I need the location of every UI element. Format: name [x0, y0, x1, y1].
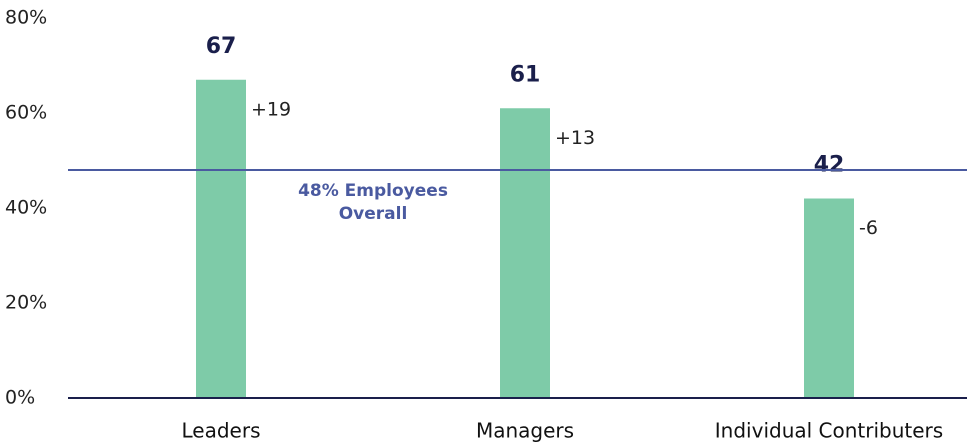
x-tick-label: Individual Contributers [715, 419, 943, 443]
y-tick-label: 0% [5, 387, 35, 409]
annotation: +19 [251, 98, 291, 120]
bar [804, 198, 854, 398]
y-tick-label: 80% [5, 7, 47, 29]
y-tick-label: 40% [5, 197, 47, 219]
annotation: +13 [555, 127, 595, 149]
y-tick-label: 60% [5, 102, 47, 124]
bar [196, 79, 246, 398]
bar [500, 108, 550, 398]
reference-label: 48% Employees [298, 181, 448, 201]
value-label: 42 [814, 153, 845, 178]
value-label: 67 [206, 34, 237, 59]
x-tick-label: Managers [476, 419, 574, 443]
x-tick-label: Leaders [182, 419, 261, 443]
annotation: -6 [859, 217, 878, 239]
value-label: 61 [510, 62, 541, 87]
reference-label: Overall [339, 204, 408, 224]
y-tick-label: 20% [5, 292, 47, 314]
